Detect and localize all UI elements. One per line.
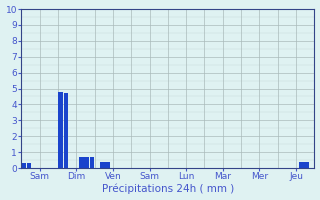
Bar [90, 157, 94, 168]
Bar [304, 162, 309, 168]
Bar [299, 162, 304, 168]
Bar [79, 157, 84, 168]
X-axis label: Précipitations 24h ( mm ): Précipitations 24h ( mm ) [102, 184, 234, 194]
Bar [105, 162, 110, 168]
Bar [58, 92, 63, 168]
Bar [63, 93, 68, 168]
Bar [27, 163, 31, 168]
Bar [84, 157, 89, 168]
Bar [22, 163, 26, 168]
Bar [100, 162, 105, 168]
